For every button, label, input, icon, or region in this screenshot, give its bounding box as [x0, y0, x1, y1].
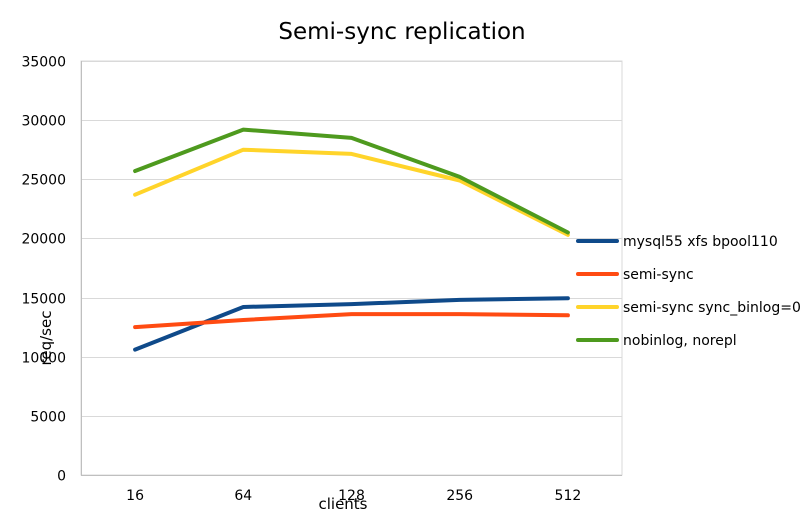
series-lines — [133, 127, 570, 352]
x-tick-label: 512 — [555, 488, 582, 504]
legend-label: nobinlog, norepl — [623, 333, 737, 349]
chart-title: Semi-sync replication — [278, 19, 525, 45]
y-tick-label: 30000 — [21, 114, 66, 130]
x-axis-title: clients — [318, 495, 367, 513]
x-tick-label: 64 — [234, 488, 252, 504]
y-tick-label: 10000 — [21, 351, 66, 367]
y-tick-label: 25000 — [21, 173, 66, 189]
y-tick-label: 35000 — [21, 55, 66, 71]
y-tick-label: 0 — [57, 469, 66, 485]
x-tick-label: 256 — [446, 488, 473, 504]
x-tick-label: 16 — [126, 488, 144, 504]
y-tick-label: 20000 — [21, 232, 66, 248]
y-tick-label: 15000 — [21, 292, 66, 308]
series-line-4 — [133, 127, 570, 235]
series-line-3 — [133, 147, 570, 237]
legend-label: mysql55 xfs bpool110 — [623, 234, 778, 250]
axes — [81, 61, 622, 476]
tick-labels: 0 5000 10000 15000 20000 25000 30000 35000 16 64 1… — [21, 55, 581, 505]
x-tick-label: 128 — [338, 488, 365, 504]
legend-label: semi-sync sync_binlog=0 — [623, 300, 801, 316]
series-line-2 — [133, 312, 570, 330]
legend-label: semi-sync — [623, 267, 694, 283]
y-tick-label: 5000 — [30, 410, 66, 426]
y-axis-title: req/sec — [37, 311, 55, 366]
legend: mysql55 xfs bpool110 semi-sync semi-sync s… — [576, 234, 801, 349]
